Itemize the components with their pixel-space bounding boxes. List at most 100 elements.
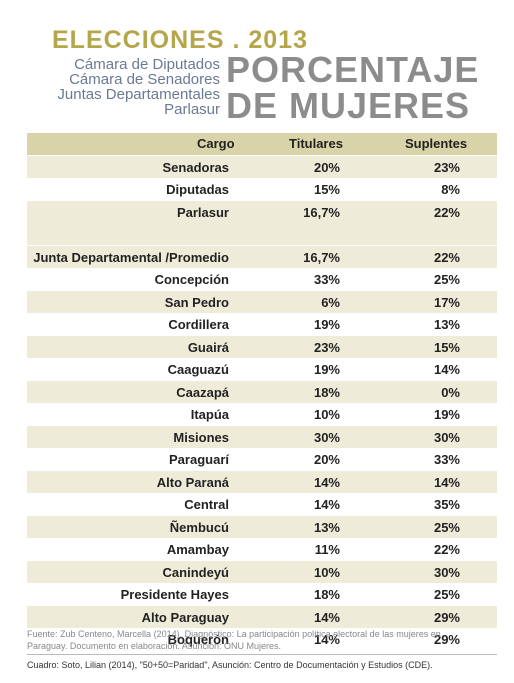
cell: 22% (433, 249, 460, 265)
cell: Itapúa (190, 407, 229, 422)
table-row: Diputadas 15% 8% (27, 178, 497, 200)
cell: 13% (433, 317, 460, 332)
cell: 25% (433, 519, 460, 535)
table-row: Junta Departamental /Promedio 16,7% 22% (27, 245, 497, 268)
table-row: Central 14% 35% (27, 493, 497, 515)
body-name: Cámara de Diputados (74, 56, 220, 73)
cell: 14% (433, 474, 460, 490)
cell: Junta Departamental /Promedio (33, 249, 229, 265)
headline: PORCENTAJE DE MUJERES (226, 52, 479, 124)
cell: Parlasur (176, 204, 229, 220)
cell: 8% (441, 182, 460, 197)
table-row: Parlasur 16,7% 22% (27, 200, 497, 223)
body-name: Cámara de Senadores (69, 71, 220, 88)
cell: Amambay (166, 542, 229, 557)
cell: 14% (313, 497, 340, 512)
cell: 25% (433, 587, 460, 602)
column-header: Titulares (289, 136, 343, 151)
cell: Alto Paraguay (141, 609, 229, 625)
cell: Paraguarí (169, 452, 229, 467)
table-row: Amambay 11% 22% (27, 538, 497, 560)
cell: 10% (313, 407, 340, 422)
cell: 23% (433, 159, 460, 175)
table-row: Presidente Hayes 18% 25% (27, 583, 497, 605)
table-row: San Pedro 6% 17% (27, 290, 497, 313)
column-header: Suplentes (405, 136, 468, 151)
cell: 13% (313, 519, 340, 535)
cell: 16,7% (303, 204, 340, 220)
source-note: Fuente: Zub Centeno, Marcella (2014). Di… (27, 629, 441, 651)
cell: 16,7% (303, 249, 340, 265)
title: ELECCIONES . 2013 (52, 26, 308, 54)
cell: 18% (313, 587, 340, 602)
cell: 14% (433, 362, 460, 377)
cell: Senadoras (162, 159, 229, 175)
bodies-list: Cámara de Diputados Cámara de Senadores Ju… (20, 57, 220, 117)
cell: Caaguazú (167, 362, 229, 377)
cell: 29% (433, 632, 460, 647)
cell: 19% (433, 407, 460, 422)
table-row: Itapúa 10% 19% (27, 403, 497, 425)
body-name: Juntas Departamentales (57, 86, 220, 103)
cell: 15% (433, 339, 460, 355)
cell: 22% (433, 542, 460, 557)
cell: Canindeyú (162, 564, 229, 580)
cell: 22% (433, 204, 460, 220)
cell: 20% (313, 159, 340, 175)
cell: Diputadas (166, 182, 229, 197)
cell: Boquerón (167, 632, 229, 647)
cell: 19% (313, 362, 340, 377)
cell: Guairá (187, 339, 229, 355)
cell: 30% (433, 429, 460, 445)
cell: 14% (313, 609, 340, 625)
cell: 14% (313, 474, 340, 490)
table-row: Canindeyú 10% 30% (27, 560, 497, 583)
cell: 19% (313, 317, 340, 332)
cell: Concepción (154, 272, 229, 287)
rule (27, 654, 497, 655)
spacer-row (27, 223, 497, 245)
table-row: Caazapá 18% 0% (27, 380, 497, 403)
cell: Misiones (173, 429, 229, 445)
table-row: Alto Paraná 14% 14% (27, 470, 497, 493)
table-row: Paraguarí 20% 33% (27, 448, 497, 470)
cell: 30% (433, 564, 460, 580)
cell: Central (184, 497, 229, 512)
cell: 15% (313, 182, 340, 197)
column-header: Cargo (197, 136, 235, 151)
cell: 30% (313, 429, 340, 445)
cell: Alto Paraná (156, 474, 229, 490)
cell: Presidente Hayes (120, 587, 229, 602)
table-row: Caaguazú 19% 14% (27, 358, 497, 380)
cell: 35% (433, 497, 460, 512)
cell: 33% (433, 452, 460, 467)
headline-line: DE MUJERES (226, 85, 471, 126)
cell: San Pedro (164, 294, 229, 310)
credit-note: Cuadro: Soto, Lilian (2014), "50+50=Pari… (27, 660, 433, 670)
cell: 29% (433, 609, 460, 625)
cell: 11% (314, 542, 340, 557)
cell: Ñembucú (169, 519, 229, 535)
table-row: Guairá 23% 15% (27, 335, 497, 358)
table-row: Misiones 30% 30% (27, 425, 497, 448)
cell: 10% (313, 564, 340, 580)
cell: 14% (313, 632, 340, 647)
header-row: Cargo Titulares Suplentes (27, 133, 497, 155)
cell: 25% (433, 272, 460, 287)
table-row: Boquerón 14% 29% (27, 628, 497, 650)
cell: 17% (433, 294, 460, 310)
table-row: Ñembucú 13% 25% (27, 515, 497, 538)
table-row: Cordillera 19% 13% (27, 313, 497, 335)
cell: 0% (441, 384, 460, 400)
cell: 18% (313, 384, 340, 400)
cell: 6% (321, 294, 340, 310)
table-row: Concepción 33% 25% (27, 268, 497, 290)
cell: 23% (313, 339, 340, 355)
cell: Cordillera (168, 317, 229, 332)
cell: Caazapá (176, 384, 229, 400)
table-row: Alto Paraguay 14% 29% (27, 605, 497, 628)
cell: 33% (313, 272, 340, 287)
body-name: Parlasur (164, 101, 220, 118)
table-row: Senadoras 20% 23% (27, 155, 497, 178)
